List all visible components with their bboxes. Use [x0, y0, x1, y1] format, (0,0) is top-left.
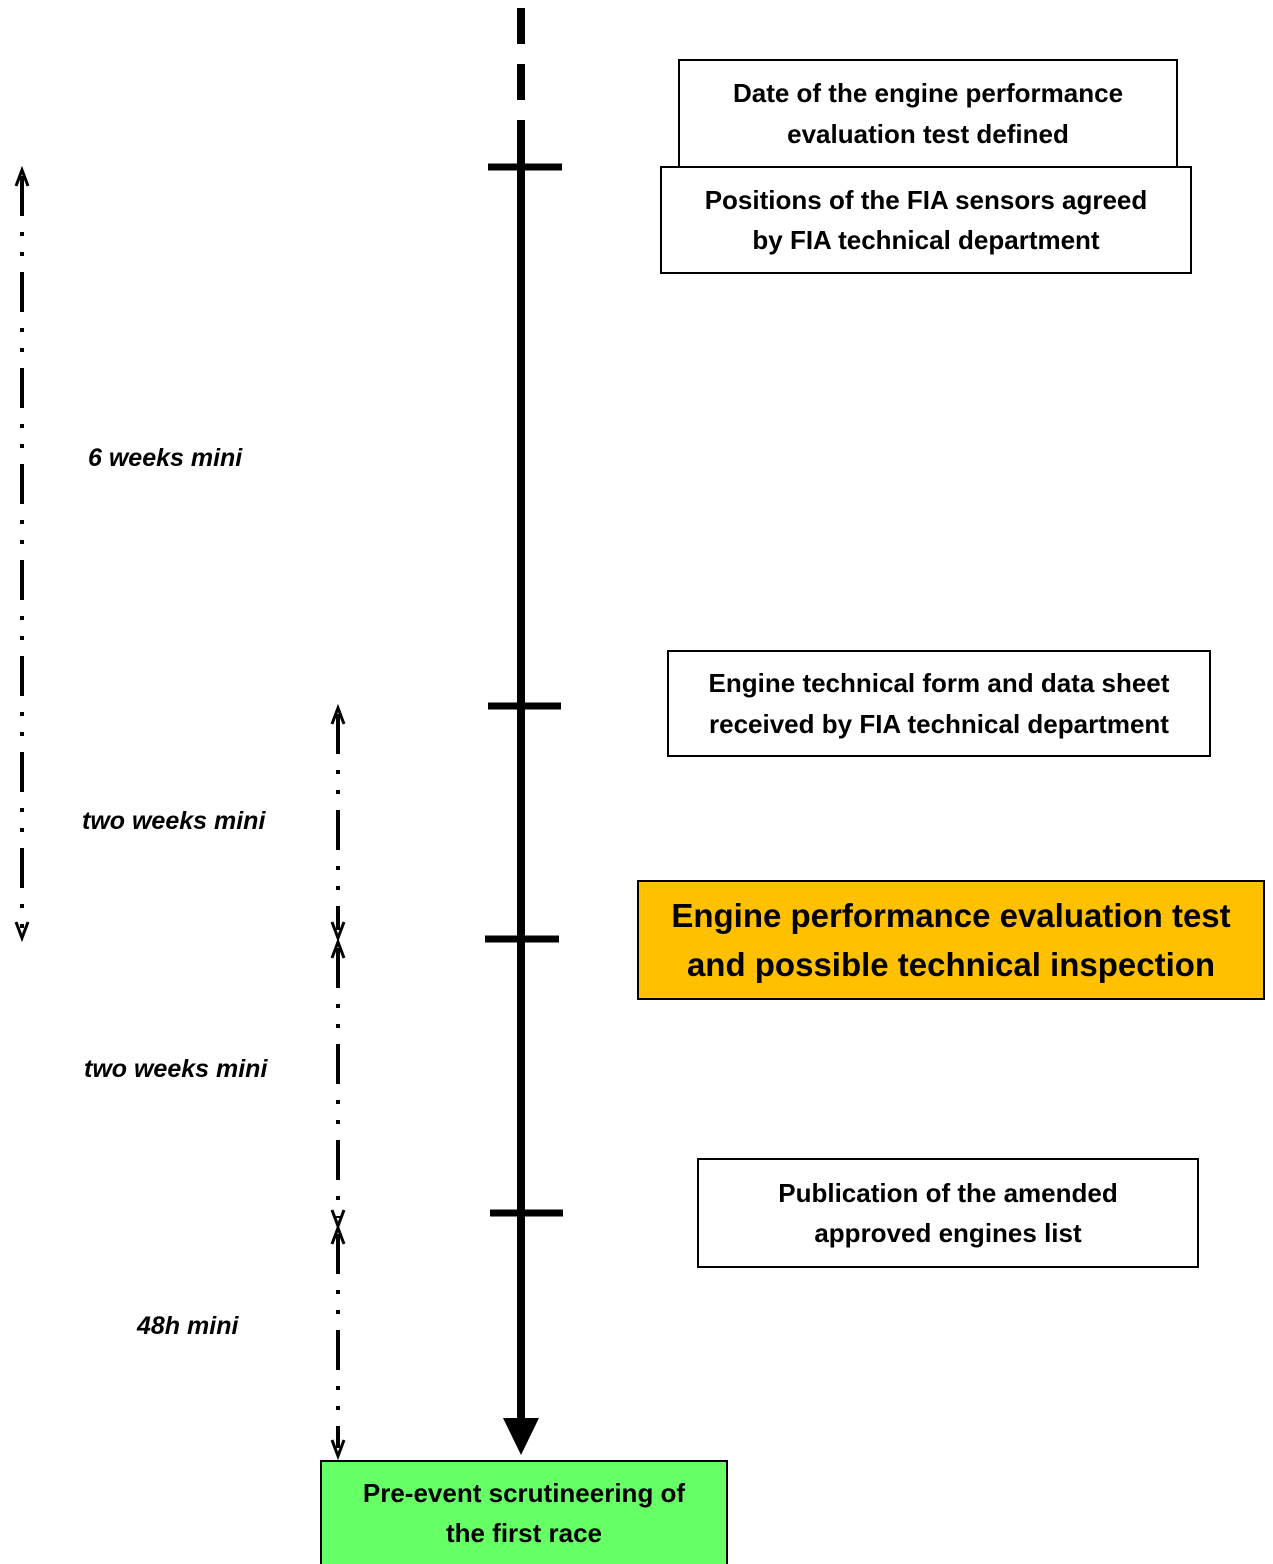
event-box-date-defined: Date of the engine performance evaluatio… [678, 59, 1178, 168]
duration-label-two-weeks-2: two weeks mini [84, 1055, 268, 1083]
two-weeks-arrow-2 [330, 937, 346, 1231]
event-text-publication: Publication of the amended approved engi… [778, 1177, 1118, 1248]
event-text-sensors-agreed: Positions of the FIA sensors agreed by F… [704, 184, 1148, 255]
event-box-scrutineering: Pre-event scrutineering of the first rac… [320, 1460, 728, 1564]
timeline-arrowhead [503, 1418, 539, 1455]
event-box-form-received: Engine technical form and data sheet rec… [667, 650, 1211, 757]
event-text-evaluation-test: Engine performance evaluation test and p… [671, 896, 1231, 984]
two-weeks-arrow-1 [330, 703, 346, 943]
six-weeks-arrow [14, 165, 30, 943]
event-text-scrutineering: Pre-event scrutineering of the first rac… [362, 1477, 686, 1548]
duration-label-two-weeks-1: two weeks mini [82, 807, 266, 835]
event-box-evaluation-test: Engine performance evaluation test and p… [637, 880, 1265, 1000]
event-box-publication: Publication of the amended approved engi… [697, 1158, 1199, 1268]
event-box-sensors-agreed: Positions of the FIA sensors agreed by F… [660, 166, 1192, 274]
event-text-date-defined: Date of the engine performance evaluatio… [732, 78, 1124, 149]
event-text-form-received: Engine technical form and data sheet rec… [708, 668, 1170, 739]
duration-label-six-weeks: 6 weeks mini [88, 444, 243, 472]
forty-eight-h-arrow [330, 1223, 346, 1461]
duration-label-forty-eight-h: 48h mini [137, 1312, 239, 1340]
